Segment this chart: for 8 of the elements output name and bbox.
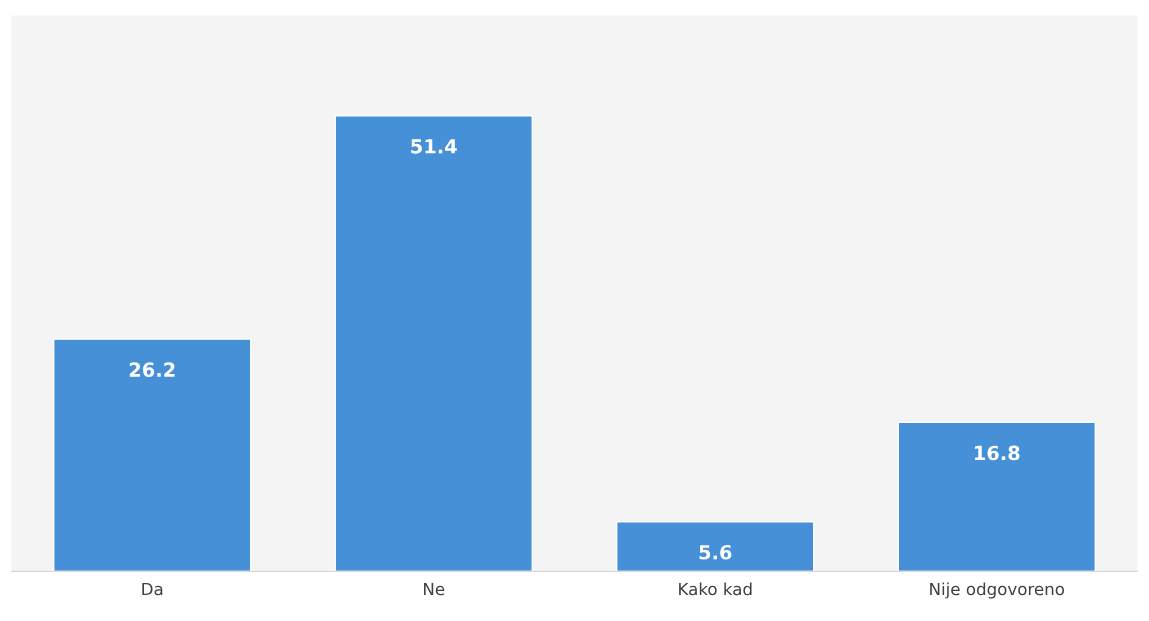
data-label: 26.2 bbox=[129, 362, 175, 377]
x-tick-label: Ne bbox=[424, 582, 445, 596]
data-label: 5.6 bbox=[699, 544, 732, 560]
x-tick-label: Nije odgovoreno bbox=[930, 582, 1065, 599]
x-tick-label: Da bbox=[142, 582, 163, 596]
x-tick-label: Kako kad bbox=[679, 582, 752, 596]
data-label: 16.8 bbox=[974, 445, 1020, 461]
data-label: 51.4 bbox=[411, 139, 457, 154]
